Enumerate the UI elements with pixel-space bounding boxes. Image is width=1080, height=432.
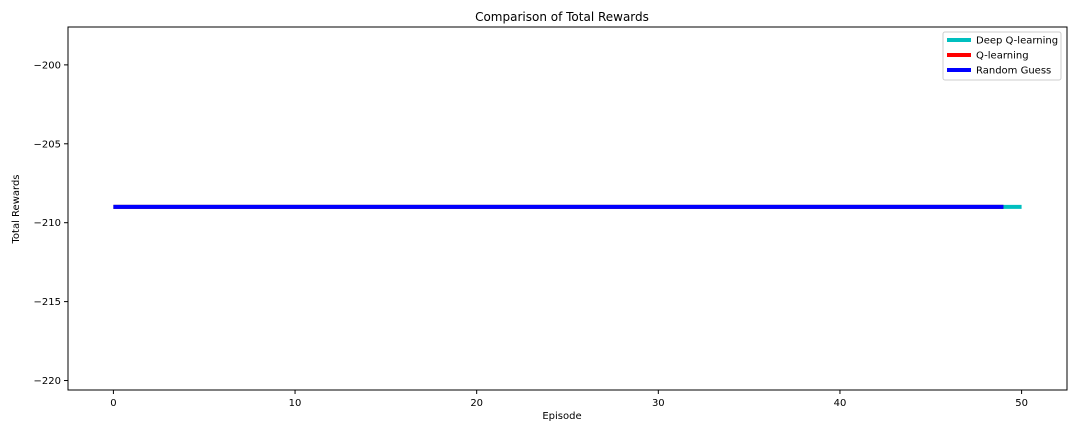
legend: Deep Q-learning Q-learning Random Guess — [942, 31, 1062, 81]
y-tick-label: −205 — [34, 139, 61, 150]
legend-label: Q-learning — [976, 51, 1029, 62]
y-tick-label: −220 — [34, 376, 61, 387]
y-tick-label: −200 — [34, 60, 61, 71]
y-axis-label: Total Rewards — [11, 175, 22, 245]
x-tick-label: 20 — [470, 398, 483, 409]
y-axis: −220 −215 −210 −205 −200 — [34, 60, 68, 387]
x-axis-label: Episode — [542, 411, 581, 422]
x-tick-label: 30 — [652, 398, 665, 409]
x-tick-label: 10 — [289, 398, 302, 409]
legend-box — [942, 31, 1062, 81]
x-tick-label: 0 — [110, 398, 116, 409]
x-tick-label: 50 — [1015, 398, 1028, 409]
x-axis: 0 10 20 30 40 50 — [110, 390, 1028, 409]
y-tick-label: −210 — [34, 218, 61, 229]
legend-label: Random Guess — [976, 66, 1051, 77]
chart-title: Comparison of Total Rewards — [475, 10, 649, 24]
plot-frame — [67, 26, 1068, 391]
legend-label: Deep Q-learning — [976, 36, 1058, 47]
x-tick-label: 40 — [834, 398, 847, 409]
y-tick-label: −215 — [34, 297, 61, 308]
